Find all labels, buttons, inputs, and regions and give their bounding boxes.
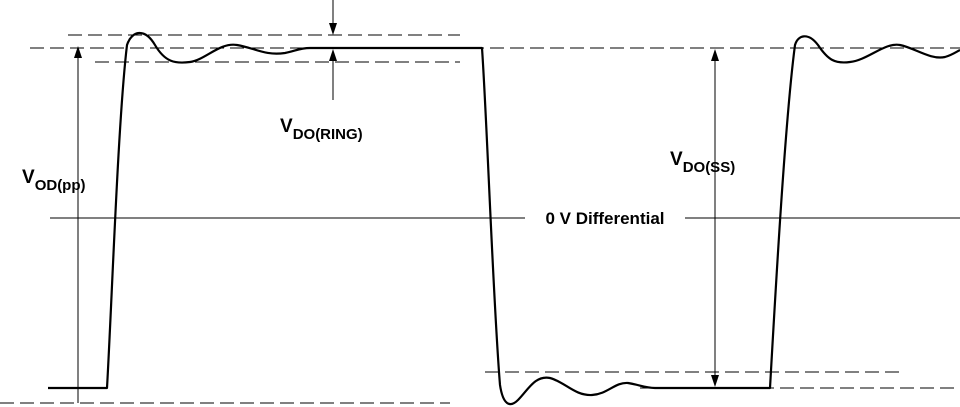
- label-main: V: [670, 149, 683, 170]
- ring-label: VDO(RING): [280, 116, 363, 143]
- arrow-head: [74, 46, 82, 58]
- arrow-head: [711, 375, 719, 387]
- label-main: V: [22, 167, 35, 188]
- label-sub: DO(SS): [683, 159, 736, 176]
- label-sub: OD(pp): [35, 177, 86, 194]
- label-main: V: [280, 116, 293, 137]
- zero-label: 0 V Differential: [545, 209, 664, 228]
- arrow-head: [329, 49, 337, 61]
- ss-label: VDO(SS): [670, 149, 735, 176]
- arrow-head: [711, 49, 719, 61]
- label-sub: DO(RING): [293, 126, 363, 143]
- vod-label: VOD(pp): [22, 167, 86, 194]
- waveform: [48, 31, 960, 406]
- arrow-head: [329, 23, 337, 35]
